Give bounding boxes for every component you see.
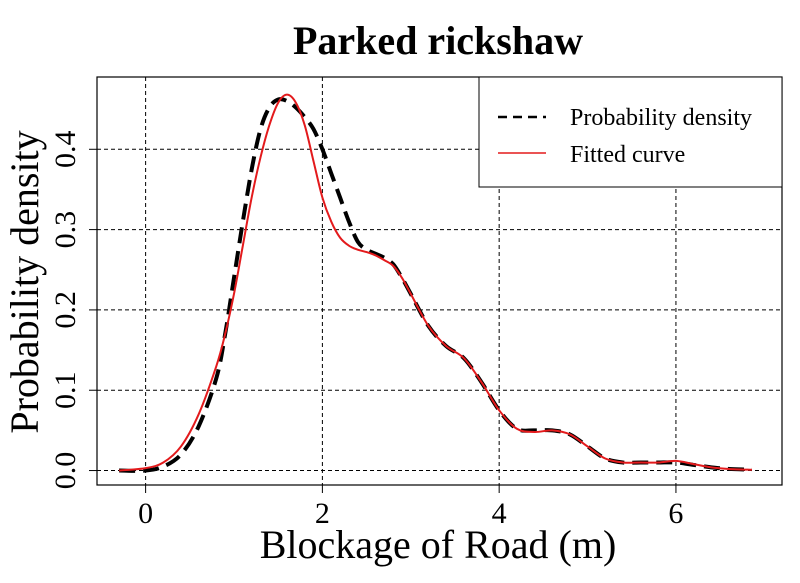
y-axis-label: Probability density <box>2 130 47 433</box>
curves <box>119 93 753 473</box>
y-tick-label: 0.1 <box>49 371 82 409</box>
x-tick-label: 2 <box>315 497 330 530</box>
x-axis-label: Blockage of Road (m) <box>260 522 617 567</box>
y-tick-label: 0.4 <box>49 131 82 169</box>
x-tick-label: 6 <box>668 497 683 530</box>
legend: Probability density Fitted curve <box>478 76 783 188</box>
x-tick-label: 0 <box>138 497 153 530</box>
plot-frame <box>96 76 783 486</box>
y-tick-label: 0.3 <box>49 211 82 249</box>
x-tick-label: 4 <box>492 497 507 530</box>
legend-label-fitted-curve: Fitted curve <box>570 142 685 168</box>
chart-title: Parked rickshaw <box>293 18 583 63</box>
y-tick-label: 0.2 <box>49 291 82 329</box>
x-axis: 0 2 4 6 <box>138 485 683 530</box>
series-line-fitted-curve <box>119 93 752 472</box>
y-tick-label: 0.0 <box>49 452 82 490</box>
legend-label-probability-density: Probability density <box>570 105 752 131</box>
y-axis: 0.0 0.1 0.2 0.3 0.4 <box>49 131 97 490</box>
legend-box <box>478 76 783 188</box>
